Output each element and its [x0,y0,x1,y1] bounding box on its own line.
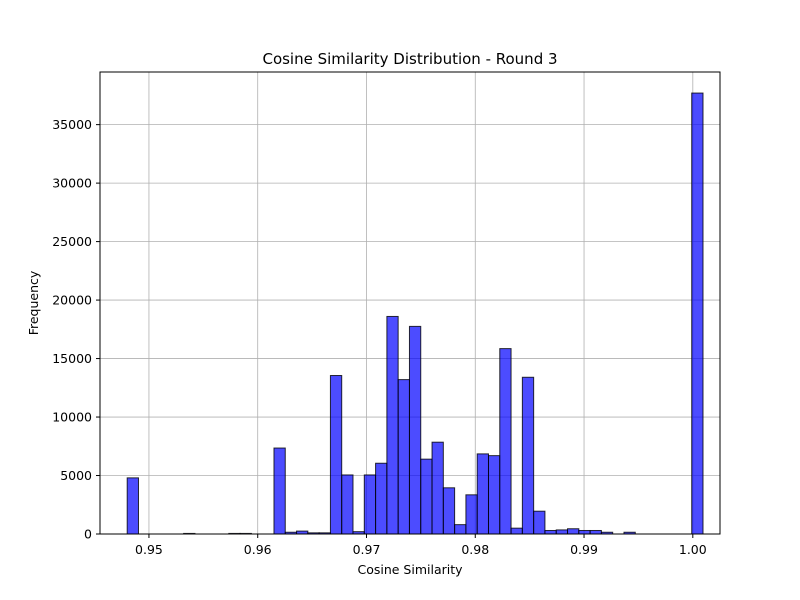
histogram-bar [476,453,489,535]
histogram-bar [341,474,354,535]
histogram-bar [510,527,523,535]
x-tick-label: 1.00 [679,542,707,557]
histogram-bar [375,462,388,535]
histogram-bar [408,325,422,535]
plot-frame [99,71,721,535]
histogram-bar [589,529,602,535]
y-tick-label: 15000 [52,351,92,366]
histogram-bar [454,524,467,535]
chart-title: Cosine Similarity Distribution - Round 3 [262,50,557,68]
y-tick-label: 10000 [52,410,92,425]
histogram-bar [544,529,557,535]
histogram-bar [442,487,456,535]
x-tick-label: 0.96 [244,542,272,557]
x-tick-label: 0.97 [353,542,381,557]
histogram-bar [567,528,580,535]
y-tick-label: 0 [84,527,92,542]
x-axis-ticks: 0.95 0.96 0.97 0.98 0.99 1.00 [135,534,707,557]
histogram-bar [465,494,478,535]
histogram-bar [578,529,591,535]
histogram-bar [555,529,569,535]
histogram-bar [533,510,546,535]
y-tick-label: 35000 [52,117,92,132]
histogram-bar [273,447,286,535]
y-axis-ticks: 0 5000 10000 15000 20000 25000 30000 35000 [52,117,100,542]
histogram-bar [386,315,399,535]
y-tick-label: 5000 [60,468,92,483]
histogram-bar [499,348,512,535]
histogram-bars [126,92,704,535]
histogram-bar [691,92,704,535]
histogram-bar [329,375,343,535]
histogram-bar [431,441,444,535]
y-tick-label: 25000 [52,234,92,249]
x-tick-label: 0.99 [570,542,598,557]
histogram-bar [420,458,433,535]
y-tick-label: 20000 [52,293,92,308]
y-tick-label: 30000 [52,176,92,191]
histogram-bar [126,477,139,535]
histogram-bar [521,376,535,535]
x-tick-label: 0.98 [461,542,489,557]
histogram-bar [487,455,501,535]
histogram-bar [397,379,410,535]
x-axis-label: Cosine Similarity [357,562,463,577]
histogram-bar [363,474,377,535]
x-tick-label: 0.95 [135,542,163,557]
y-axis-label: Frequency [26,270,41,335]
